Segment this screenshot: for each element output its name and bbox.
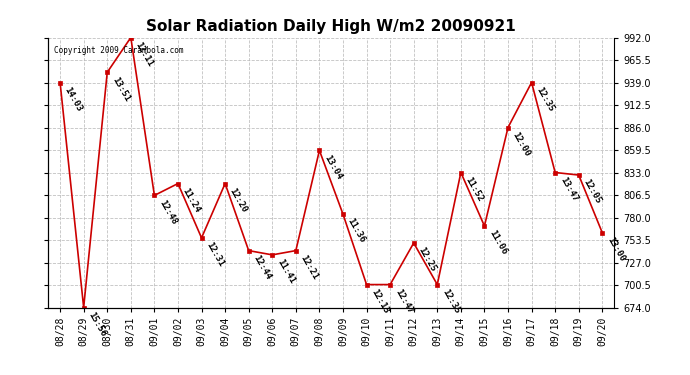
Text: 13:04: 13:04 [322,153,344,181]
Text: 11:52: 11:52 [464,175,485,203]
Text: 13:00: 13:00 [605,236,627,263]
Text: 13:51: 13:51 [110,75,131,103]
Text: 12:35: 12:35 [440,287,462,315]
Text: Copyright 2009 Carambola.com: Copyright 2009 Carambola.com [54,46,184,55]
Text: 12:13: 12:13 [369,287,391,315]
Text: 12:00: 12:00 [511,130,532,158]
Text: 12:25: 12:25 [417,246,437,273]
Text: 12:20: 12:20 [228,186,249,214]
Text: 12:05: 12:05 [582,178,603,206]
Text: 15:56: 15:56 [86,310,108,338]
Text: 11:41: 11:41 [275,258,296,285]
Text: 11:24: 11:24 [181,186,202,214]
Title: Solar Radiation Daily High W/m2 20090921: Solar Radiation Daily High W/m2 20090921 [146,18,516,33]
Text: 12:21: 12:21 [299,254,320,281]
Text: 12:47: 12:47 [393,287,414,315]
Text: 12:11: 12:11 [134,40,155,68]
Text: 11:36: 11:36 [346,217,367,244]
Text: 12:44: 12:44 [251,254,273,281]
Text: 12:48: 12:48 [157,198,179,226]
Text: 14:03: 14:03 [63,85,84,113]
Text: 11:06: 11:06 [487,229,509,256]
Text: 12:31: 12:31 [204,241,226,268]
Text: 12:35: 12:35 [534,85,555,113]
Text: 13:47: 13:47 [558,175,579,203]
